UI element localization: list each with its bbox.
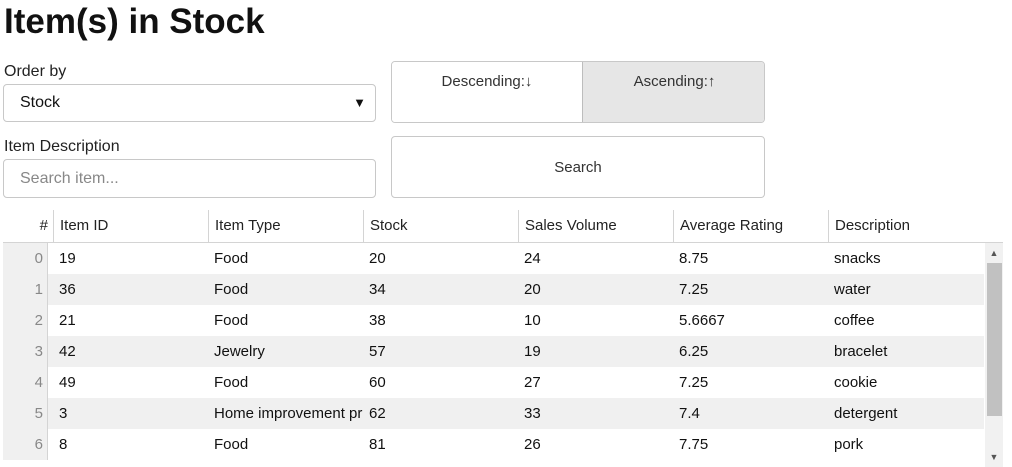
dropdown-arrow-icon: ▼ <box>353 95 366 110</box>
cell-stock: 62 <box>369 405 386 422</box>
cell-item-id: 49 <box>59 374 76 391</box>
row-index: 2 <box>3 305 48 336</box>
cell-item-type: Home improvement pr <box>214 405 363 422</box>
cell-stock: 81 <box>369 436 386 453</box>
column-header-description[interactable]: Description <box>828 210 983 242</box>
cell-sales-volume: 10 <box>524 312 541 329</box>
cell-average-rating: 6.25 <box>679 343 709 360</box>
cell-average-rating: 5.6667 <box>679 312 725 329</box>
cell-stock: 60 <box>369 374 386 391</box>
row-index: 5 <box>3 398 48 429</box>
items-table: # Item ID Item Type Stock Sales Volume A… <box>3 210 1003 467</box>
cell-description: detergent <box>834 405 898 422</box>
scrollbar-thumb[interactable] <box>987 263 1002 416</box>
cell-sales-volume: 20 <box>524 281 541 298</box>
table-header: # Item ID Item Type Stock Sales Volume A… <box>3 210 1003 243</box>
cell-item-type: Food <box>214 312 249 329</box>
cell-average-rating: 8.75 <box>679 250 709 267</box>
cell-item-type: Food <box>214 250 249 267</box>
column-header-average-rating[interactable]: Average Rating <box>673 210 828 242</box>
row-index: 4 <box>3 367 48 398</box>
table-row[interactable]: 3 42 Jewelry 57 19 6.25 bracelet <box>3 336 984 367</box>
cell-description: water <box>834 281 871 298</box>
cell-stock: 38 <box>369 312 386 329</box>
cell-sales-volume: 26 <box>524 436 541 453</box>
table-body: 0 19 Food 20 24 8.75 snacks 1 36 Food 34 20 7.25 wate… <box>3 243 984 467</box>
column-header-item-id[interactable]: Item ID <box>53 210 208 242</box>
cell-item-id: 21 <box>59 312 76 329</box>
cell-item-id: 36 <box>59 281 76 298</box>
row-index: 3 <box>3 336 48 367</box>
search-button[interactable]: Search <box>391 136 765 198</box>
row-index: 0 <box>3 243 48 274</box>
cell-item-type: Food <box>214 374 249 391</box>
cell-item-id: 19 <box>59 250 76 267</box>
scroll-down-icon[interactable]: ▼ <box>989 452 999 462</box>
descending-button[interactable]: Descending:↓ <box>392 62 582 122</box>
table-row[interactable]: 2 21 Food 38 10 5.6667 coffee <box>3 305 984 336</box>
table-row[interactable]: 5 3 Home improvement pr 62 33 7.4 detergent <box>3 398 984 429</box>
item-search-input[interactable] <box>3 159 376 198</box>
cell-stock: 57 <box>369 343 386 360</box>
sort-direction-toggle: Descending:↓ Ascending:↑ <box>391 61 765 123</box>
order-by-selected-value: Stock <box>20 94 61 111</box>
cell-average-rating: 7.75 <box>679 436 709 453</box>
cell-item-id: 42 <box>59 343 76 360</box>
cell-sales-volume: 27 <box>524 374 541 391</box>
table-row[interactable]: 6 8 Food 81 26 7.75 pork <box>3 429 984 460</box>
cell-item-type: Food <box>214 281 249 298</box>
ascending-button[interactable]: Ascending:↑ <box>582 62 764 122</box>
table-row[interactable]: 0 19 Food 20 24 8.75 snacks <box>3 243 984 274</box>
cell-average-rating: 7.4 <box>679 405 700 422</box>
table-row[interactable]: 4 49 Food 60 27 7.25 cookie <box>3 367 984 398</box>
page-title: Item(s) in Stock <box>4 2 265 41</box>
cell-description: cookie <box>834 374 878 391</box>
scroll-up-icon[interactable]: ▲ <box>989 248 999 258</box>
cell-item-id: 3 <box>59 405 68 422</box>
column-header-sales-volume[interactable]: Sales Volume <box>518 210 673 242</box>
cell-description: snacks <box>834 250 881 267</box>
cell-average-rating: 7.25 <box>679 374 709 391</box>
row-index: 6 <box>3 429 48 460</box>
order-by-label: Order by <box>4 63 67 80</box>
cell-description: coffee <box>834 312 875 329</box>
cell-description: pork <box>834 436 864 453</box>
column-header-index[interactable]: # <box>39 217 48 234</box>
row-index: 1 <box>3 274 48 305</box>
cell-item-id: 8 <box>59 436 68 453</box>
column-header-stock[interactable]: Stock <box>363 210 518 242</box>
cell-average-rating: 7.25 <box>679 281 709 298</box>
order-by-select[interactable]: Stock ▼ <box>3 84 376 122</box>
item-description-label: Item Description <box>4 138 120 155</box>
cell-item-type: Food <box>214 436 249 453</box>
cell-item-type: Jewelry <box>214 343 265 360</box>
cell-stock: 34 <box>369 281 386 298</box>
cell-sales-volume: 33 <box>524 405 541 422</box>
cell-sales-volume: 24 <box>524 250 541 267</box>
cell-sales-volume: 19 <box>524 343 541 360</box>
column-header-item-type[interactable]: Item Type <box>208 210 363 242</box>
cell-description: bracelet <box>834 343 888 360</box>
cell-stock: 20 <box>369 250 386 267</box>
table-row[interactable]: 1 36 Food 34 20 7.25 water <box>3 274 984 305</box>
table-scrollbar[interactable]: ▲ ▼ <box>985 243 1003 467</box>
